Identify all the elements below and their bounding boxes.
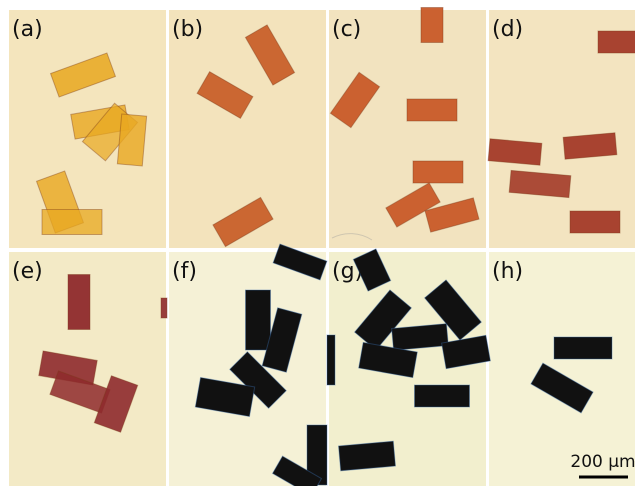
panel-label: (h) — [492, 259, 523, 284]
crystal — [415, 385, 470, 407]
panel — [489, 252, 635, 486]
crystal — [68, 275, 90, 330]
crystal — [42, 210, 102, 235]
panel-label: (a) — [12, 17, 43, 42]
panel-label: (b) — [172, 17, 203, 42]
panel-label: (d) — [492, 17, 523, 42]
crystal — [509, 170, 571, 197]
crystal — [246, 290, 271, 350]
crystal — [327, 335, 335, 385]
crystal — [570, 211, 620, 233]
crystal — [117, 114, 146, 166]
crystal — [421, 8, 443, 43]
crystal — [554, 337, 612, 359]
crystal — [563, 133, 617, 159]
scale-bar-label: 200 μm — [570, 452, 635, 472]
crystal — [339, 441, 396, 471]
crystal — [161, 298, 167, 318]
crystal — [598, 31, 635, 53]
micrograph-grid: (a)(b)(c)(d)(e)(f)(g)(h) 200 μm — [0, 0, 635, 486]
crystal — [488, 139, 542, 165]
crystal — [392, 324, 449, 351]
crystal — [407, 99, 457, 121]
panel-label: (f) — [172, 259, 197, 284]
crystal — [413, 161, 463, 183]
panel-label: (c) — [332, 17, 361, 42]
panel-label: (e) — [12, 259, 43, 284]
